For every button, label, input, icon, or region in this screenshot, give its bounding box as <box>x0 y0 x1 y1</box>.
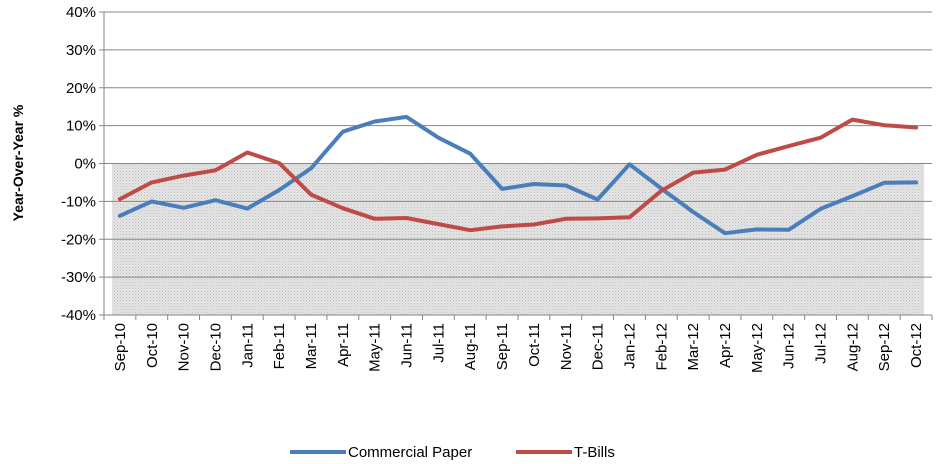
x-tick-label: Dec-11 <box>590 323 607 370</box>
series-lines <box>117 114 919 236</box>
y-tick-label: 0% <box>74 156 96 173</box>
x-tick-label: Aug-12 <box>844 323 861 371</box>
x-tick-label: May-11 <box>367 323 384 372</box>
x-tick-label: Jun-12 <box>781 323 798 369</box>
y-tick-label: -30% <box>61 269 96 286</box>
x-tick-label: Nov-11 <box>558 323 575 370</box>
x-tick-label: Feb-12 <box>653 323 670 371</box>
y-tick-label: 10% <box>66 118 96 135</box>
x-tick-label: Dec-10 <box>207 323 224 371</box>
x-tick-label: Nov-10 <box>176 323 193 371</box>
x-axis: Sep-10 Oct-10 Nov-10 Dec-10 Jan-11 Feb-11 Mar-… <box>103 315 933 373</box>
series-line-t-bills <box>117 117 919 233</box>
x-tick-label: Sep-10 <box>112 323 129 371</box>
gridlines <box>104 11 932 316</box>
y-axis: 40% 30% 20% 10% 0% -10% -20% -30% -40% <box>61 4 105 324</box>
x-tick-label: May-12 <box>749 323 766 373</box>
y-tick-label: 20% <box>66 80 96 97</box>
x-tick-label: Jan-11 <box>239 323 256 368</box>
legend-label: T-Bills <box>574 444 615 461</box>
y-tick-label: -40% <box>61 307 96 324</box>
y-tick-label: 30% <box>66 42 96 59</box>
x-tick-label: Jul-11 <box>430 323 447 363</box>
y-tick-label: -10% <box>61 193 96 210</box>
y-axis-label: Year-Over-Year % <box>10 104 26 221</box>
x-tick-label: Jun-11 <box>399 323 416 368</box>
x-tick-label: Jul-12 <box>813 323 830 364</box>
x-tick-label: Aug-11 <box>462 323 479 370</box>
x-tick-label: Apr-12 <box>717 323 734 368</box>
series-line-commercial-paper <box>117 114 919 236</box>
legend: Commercial Paper T-Bills <box>290 444 615 461</box>
y-tick-label: -20% <box>61 231 96 248</box>
x-tick-label: Mar-11 <box>303 323 320 369</box>
x-tick-label: Sep-11 <box>494 323 511 370</box>
x-tick-label: Oct-12 <box>908 323 925 368</box>
x-tick-label: Sep-12 <box>876 323 893 371</box>
y-tick-label: 40% <box>66 4 96 21</box>
x-tick-label: Apr-11 <box>335 323 352 367</box>
x-tick-label: Feb-11 <box>271 323 288 369</box>
x-tick-label: Oct-11 <box>526 323 543 367</box>
legend-label: Commercial Paper <box>348 444 472 461</box>
x-tick-label: Mar-12 <box>685 323 702 371</box>
x-tick-label: Oct-10 <box>144 323 161 368</box>
x-tick-label: Jan-12 <box>621 323 638 369</box>
